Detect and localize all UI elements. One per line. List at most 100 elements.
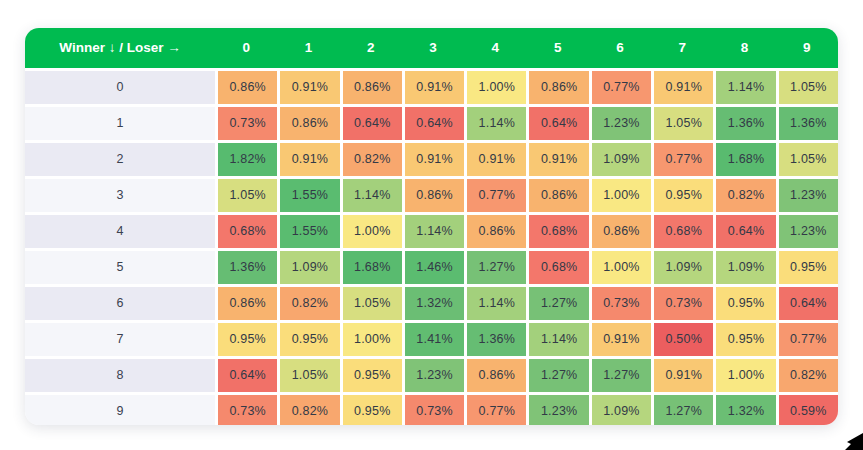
heatmap-cell-9-3: 0.73% xyxy=(405,395,464,425)
heatmap-cell-9-2: 0.95% xyxy=(343,395,402,425)
row-header-0: 0 xyxy=(25,71,215,104)
heatmap-cell-8-6: 1.27% xyxy=(592,359,651,392)
heatmap-cell-7-4: 1.36% xyxy=(467,323,526,356)
heatmap-cell-8-2: 0.95% xyxy=(343,359,402,392)
heatmap-cell-6-3: 1.32% xyxy=(405,287,464,320)
heatmap-cell-0-8: 1.14% xyxy=(716,71,775,104)
col-header-3: 3 xyxy=(402,28,464,68)
heatmap-cell-4-6: 0.86% xyxy=(592,215,651,248)
heatmap-cell-7-8: 0.95% xyxy=(716,323,775,356)
col-header-9: 9 xyxy=(776,28,838,68)
table-row: 90.73%0.82%0.95%0.73%0.77%1.23%1.09%1.27… xyxy=(25,395,838,425)
heatmap-cell-1-0: 0.73% xyxy=(218,107,277,140)
heatmap-cell-4-3: 1.14% xyxy=(405,215,464,248)
heatmap-cell-0-0: 0.86% xyxy=(218,71,277,104)
heatmap-cell-2-4: 0.91% xyxy=(467,143,526,176)
heatmap-cell-7-0: 0.95% xyxy=(218,323,277,356)
row-header-2: 2 xyxy=(25,143,215,176)
heatmap-cell-7-1: 0.95% xyxy=(280,323,339,356)
heatmap-cell-3-8: 0.82% xyxy=(716,179,775,212)
heatmap-cell-8-8: 1.00% xyxy=(716,359,775,392)
heatmap-cell-0-6: 0.77% xyxy=(592,71,651,104)
heatmap-card: Winner ↓ / Loser → 0123456789 00.86%0.91… xyxy=(25,28,838,425)
heatmap-cell-7-5: 1.14% xyxy=(529,323,588,356)
heatmap-cell-6-9: 0.64% xyxy=(779,287,838,320)
table-row: 10.73%0.86%0.64%0.64%1.14%0.64%1.23%1.05… xyxy=(25,107,838,140)
heatmap-cell-6-5: 1.27% xyxy=(529,287,588,320)
heatmap-cell-2-1: 0.91% xyxy=(280,143,339,176)
col-header-6: 6 xyxy=(589,28,651,68)
heatmap-cell-5-1: 1.09% xyxy=(280,251,339,284)
heatmap-cell-9-4: 0.77% xyxy=(467,395,526,425)
heatmap-cell-8-9: 0.82% xyxy=(779,359,838,392)
heatmap-cell-4-8: 0.64% xyxy=(716,215,775,248)
heatmap-cell-9-1: 0.82% xyxy=(280,395,339,425)
heatmap-cell-2-6: 1.09% xyxy=(592,143,651,176)
page: Winner ↓ / Loser → 0123456789 00.86%0.91… xyxy=(0,0,863,450)
heatmap-cell-0-1: 0.91% xyxy=(280,71,339,104)
heatmap-cell-3-1: 1.55% xyxy=(280,179,339,212)
heatmap-cell-9-6: 1.09% xyxy=(592,395,651,425)
heatmap-cell-6-6: 0.73% xyxy=(592,287,651,320)
heatmap-cell-4-0: 0.68% xyxy=(218,215,277,248)
heatmap-cell-1-6: 1.23% xyxy=(592,107,651,140)
table-row: 21.82%0.91%0.82%0.91%0.91%0.91%1.09%0.77… xyxy=(25,143,838,176)
heatmap-cell-6-7: 0.73% xyxy=(654,287,713,320)
heatmap-cell-0-4: 1.00% xyxy=(467,71,526,104)
col-header-5: 5 xyxy=(526,28,588,68)
heatmap-cell-8-4: 0.86% xyxy=(467,359,526,392)
heatmap-cell-1-4: 1.14% xyxy=(467,107,526,140)
heatmap-cell-9-0: 0.73% xyxy=(218,395,277,425)
heatmap-cell-1-2: 0.64% xyxy=(343,107,402,140)
table-row: 00.86%0.91%0.86%0.91%1.00%0.86%0.77%0.91… xyxy=(25,71,838,104)
heatmap-cell-4-1: 1.55% xyxy=(280,215,339,248)
heatmap-cell-6-2: 1.05% xyxy=(343,287,402,320)
col-header-4: 4 xyxy=(464,28,526,68)
heatmap-cell-9-9: 0.59% xyxy=(779,395,838,425)
corner-label: Winner ↓ / Loser → xyxy=(25,28,215,68)
heatmap-cell-5-6: 1.00% xyxy=(592,251,651,284)
row-header-8: 8 xyxy=(25,359,215,392)
row-header-6: 6 xyxy=(25,287,215,320)
heatmap-cell-8-0: 0.64% xyxy=(218,359,277,392)
row-header-4: 4 xyxy=(25,215,215,248)
heatmap-cell-4-4: 0.86% xyxy=(467,215,526,248)
heatmap-cell-8-5: 1.27% xyxy=(529,359,588,392)
col-header-7: 7 xyxy=(651,28,713,68)
col-header-0: 0 xyxy=(215,28,277,68)
heatmap-cell-1-1: 0.86% xyxy=(280,107,339,140)
mouse-cursor-icon xyxy=(843,433,863,450)
heatmap-cell-5-2: 1.68% xyxy=(343,251,402,284)
heatmap-cell-1-9: 1.36% xyxy=(779,107,838,140)
heatmap-cell-9-8: 1.32% xyxy=(716,395,775,425)
heatmap-cell-6-8: 0.95% xyxy=(716,287,775,320)
heatmap-cell-9-7: 1.27% xyxy=(654,395,713,425)
heatmap-cell-3-3: 0.86% xyxy=(405,179,464,212)
table-row: 51.36%1.09%1.68%1.46%1.27%0.68%1.00%1.09… xyxy=(25,251,838,284)
heatmap-cell-8-7: 0.91% xyxy=(654,359,713,392)
col-header-1: 1 xyxy=(277,28,339,68)
heatmap-cell-2-7: 0.77% xyxy=(654,143,713,176)
heatmap-cell-4-5: 0.68% xyxy=(529,215,588,248)
heatmap-cell-2-9: 1.05% xyxy=(779,143,838,176)
table-row: 80.64%1.05%0.95%1.23%0.86%1.27%1.27%0.91… xyxy=(25,359,838,392)
heatmap-cell-3-5: 0.86% xyxy=(529,179,588,212)
table-row: 31.05%1.55%1.14%0.86%0.77%0.86%1.00%0.95… xyxy=(25,179,838,212)
heatmap-cell-1-7: 1.05% xyxy=(654,107,713,140)
heatmap-cell-0-3: 0.91% xyxy=(405,71,464,104)
heatmap-cell-3-9: 1.23% xyxy=(779,179,838,212)
heatmap-cell-2-2: 0.82% xyxy=(343,143,402,176)
heatmap-cell-7-3: 1.41% xyxy=(405,323,464,356)
heatmap-cell-8-1: 1.05% xyxy=(280,359,339,392)
heatmap-cell-3-2: 1.14% xyxy=(343,179,402,212)
heatmap-cell-5-9: 0.95% xyxy=(779,251,838,284)
heatmap-cell-7-7: 0.50% xyxy=(654,323,713,356)
heatmap-cell-4-7: 0.68% xyxy=(654,215,713,248)
heatmap-cell-5-7: 1.09% xyxy=(654,251,713,284)
heatmap-cell-2-0: 1.82% xyxy=(218,143,277,176)
table-row: 60.86%0.82%1.05%1.32%1.14%1.27%0.73%0.73… xyxy=(25,287,838,320)
heatmap-cell-5-8: 1.09% xyxy=(716,251,775,284)
heatmap-cell-5-4: 1.27% xyxy=(467,251,526,284)
table-row: 40.68%1.55%1.00%1.14%0.86%0.68%0.86%0.68… xyxy=(25,215,838,248)
heatmap-cell-0-7: 0.91% xyxy=(654,71,713,104)
